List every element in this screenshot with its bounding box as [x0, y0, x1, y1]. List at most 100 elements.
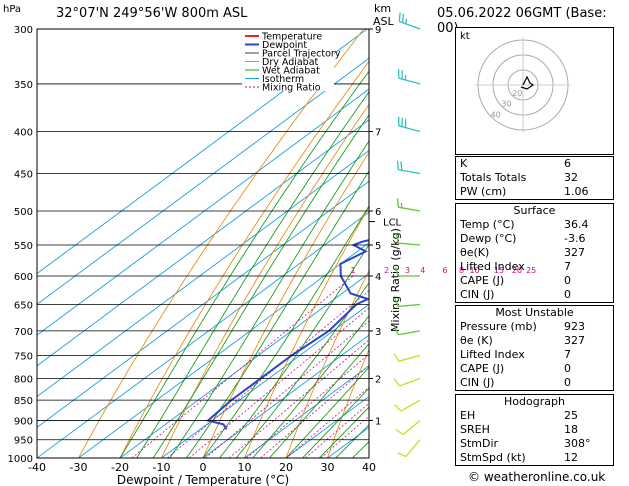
- wind-barb-flag: [395, 428, 404, 436]
- dewpoint-line: [205, 239, 369, 430]
- row-value: 923: [564, 320, 585, 333]
- wind-barb-flag: [393, 326, 399, 336]
- hodograph-table-title: Hodograph: [504, 395, 565, 408]
- x-tick-label: 40: [362, 461, 376, 474]
- wind-barb-flag: [398, 12, 401, 22]
- isotherm-line: [37, 211, 369, 458]
- row-value: 1.06: [564, 185, 589, 198]
- row-value: 327: [564, 334, 585, 347]
- x-tick-label: -20: [111, 461, 129, 474]
- row-label: Dewp (°C): [460, 232, 517, 245]
- isotherm-line: [37, 29, 368, 275]
- isotherm-line: [78, 242, 369, 458]
- row-label: CAPE (J): [460, 274, 505, 287]
- wind-barb-flag: [400, 161, 403, 171]
- x-tick-label: 30: [321, 461, 335, 474]
- row-label: EH: [460, 409, 476, 422]
- row-label: SREH: [460, 423, 490, 436]
- row-value: 7: [564, 260, 571, 273]
- most-unstable-table: Most Unstable Pressure (mb) 923 θe (K) 327 L…: [455, 305, 614, 391]
- mixing-ratio-label: 10: [469, 266, 479, 275]
- km-tick-label: 6: [375, 207, 381, 218]
- wet-adiabat-line: [269, 342, 369, 458]
- wind-barb-flag: [395, 267, 399, 277]
- mixing-ratio-line: [189, 307, 369, 458]
- legend-label: Dry Adiabat: [262, 57, 319, 68]
- row-label: CIN (J): [460, 288, 495, 301]
- pressure-tick-label: 1000: [8, 454, 33, 465]
- table-row: StmSpd (kt) 12: [456, 451, 613, 465]
- pressure-tick-label: 700: [14, 327, 33, 338]
- row-value: 0: [564, 376, 571, 389]
- row-value: 0: [564, 362, 571, 375]
- table-row: θe(K) 327: [456, 246, 613, 260]
- wind-barb-shaft: [398, 206, 421, 212]
- x-tick-label: -30: [70, 461, 88, 474]
- x-tick-label: 10: [238, 461, 252, 474]
- row-value: 25: [564, 409, 578, 422]
- mixing-ratio-label: 25: [526, 266, 536, 275]
- hodograph-trace: [520, 75, 535, 90]
- indices-table: K 6 Totals Totals 32 PW (cm) 1.06: [455, 156, 614, 200]
- table-row: EH 25: [456, 409, 613, 423]
- pressure-tick-label: 950: [14, 436, 33, 447]
- km-tick-label: 3: [375, 327, 381, 338]
- mixing-ratio-line: [286, 386, 369, 458]
- mixing-ratio-line: [320, 415, 369, 458]
- wind-barb-flag: [393, 378, 400, 387]
- wind-barb-flag: [394, 404, 402, 412]
- row-label: Totals Totals: [460, 171, 527, 184]
- row-label: Lifted Index: [460, 260, 525, 273]
- wet-adiabat-line: [252, 314, 369, 458]
- row-value: 32: [564, 171, 578, 184]
- pressure-tick-label: 600: [14, 272, 33, 283]
- table-row: Totals Totals 32: [456, 171, 613, 185]
- pressure-tick-label: 500: [14, 207, 33, 218]
- table-row: CAPE (J) 0: [456, 274, 613, 288]
- wind-barb-shaft: [399, 377, 421, 387]
- x-axis-label: Dewpoint / Temperature (°C): [117, 473, 289, 486]
- most-unstable-title: Most Unstable: [495, 306, 574, 319]
- wind-barb: [394, 399, 421, 412]
- table-row: Temp (°C) 36.4: [456, 218, 613, 232]
- km-tick-label: 1: [375, 416, 381, 427]
- wet-adiabat-line: [318, 406, 369, 458]
- wind-barb-shaft: [398, 77, 421, 85]
- row-label: CIN (J): [460, 376, 495, 389]
- wet-adiabat-line: [186, 170, 369, 458]
- pressure-tick-label: 750: [14, 351, 33, 362]
- wind-barb: [397, 439, 421, 458]
- mixing-ratio-label: 6: [443, 266, 448, 275]
- mixing-ratio-line: [305, 402, 369, 458]
- row-label: StmDir: [460, 437, 499, 450]
- wind-barb-shaft: [402, 419, 421, 436]
- wind-barb-flag: [393, 353, 400, 362]
- mixing-ratio-line: [246, 353, 369, 458]
- wind-barb-shaft: [398, 242, 421, 246]
- wet-adiabat-line: [285, 366, 369, 458]
- plot-frame: [36, 28, 370, 459]
- row-label: K: [460, 157, 468, 170]
- isotherm-line: [202, 334, 369, 458]
- wind-barb-flag: [396, 160, 399, 170]
- isotherm-line: [37, 88, 369, 336]
- row-label: StmSpd (kt): [460, 451, 526, 464]
- row-label: θe(K): [460, 246, 490, 259]
- x-tick-label: 20: [279, 461, 293, 474]
- table-row: Lifted Index 7: [456, 260, 613, 274]
- pressure-tick-label: 800: [14, 374, 33, 385]
- wind-barb: [398, 12, 421, 30]
- wind-barb-flag: [397, 452, 407, 458]
- row-value: 0: [564, 288, 571, 301]
- wind-barb: [393, 326, 421, 336]
- row-value: 36.4: [564, 218, 589, 231]
- table-row: CAPE (J) 0: [456, 362, 613, 376]
- hodograph-ring-label: 20: [512, 89, 522, 98]
- surface-title: Surface: [513, 204, 556, 217]
- row-value: 0: [564, 274, 571, 287]
- km-tick-label: 5: [375, 241, 381, 252]
- wind-barb-shaft: [398, 330, 421, 336]
- wind-barb-shaft: [398, 169, 421, 175]
- row-label: Pressure (mb): [460, 320, 537, 333]
